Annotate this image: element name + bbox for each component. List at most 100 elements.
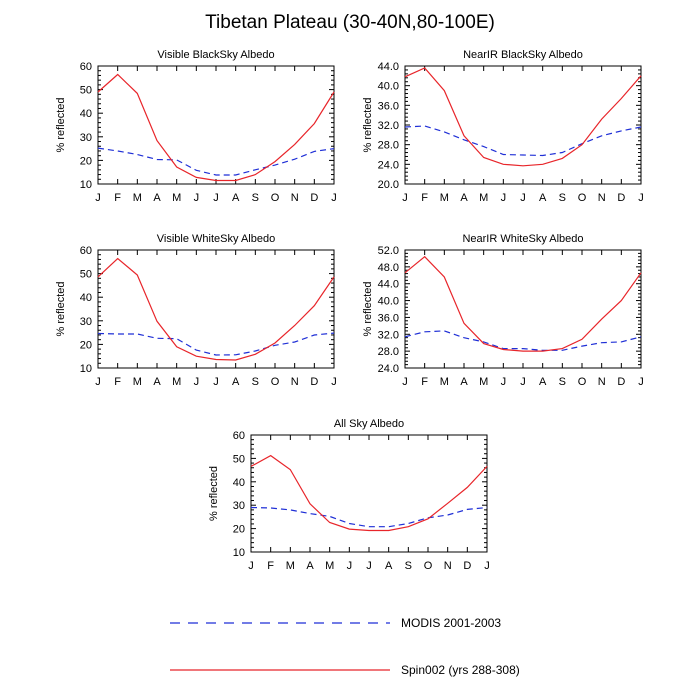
y-tick-label: 44.0	[378, 61, 399, 73]
y-tick-label: 32.0	[378, 329, 399, 341]
x-tick-label: M	[440, 192, 449, 204]
y-tick-label: 24.0	[378, 159, 399, 171]
y-tick-label: 30	[80, 132, 92, 144]
y-axis-label: % reflected	[208, 466, 220, 521]
x-tick-label: A	[153, 376, 161, 388]
x-tick-label: J	[95, 376, 101, 388]
x-tick-label: J	[501, 192, 507, 204]
x-tick-label: J	[366, 560, 372, 572]
x-tick-label: M	[172, 192, 181, 204]
x-tick-label: A	[232, 192, 240, 204]
y-tick-label: 28.0	[378, 140, 399, 152]
legend-label: MODIS 2001-2003	[401, 616, 501, 630]
x-tick-label: J	[402, 192, 408, 204]
y-tick-label: 48.0	[378, 262, 399, 274]
x-tick-label: O	[578, 192, 587, 204]
x-tick-label: J	[347, 560, 353, 572]
y-tick-label: 50	[233, 453, 245, 465]
x-tick-label: O	[578, 376, 587, 388]
x-tick-label: O	[271, 192, 280, 204]
y-tick-label: 36.0	[378, 312, 399, 324]
plot-frame	[97, 65, 335, 185]
x-tick-label: J	[213, 376, 219, 388]
x-tick-label: S	[405, 560, 412, 572]
y-tick-label: 36.0	[378, 100, 399, 112]
x-tick-label: A	[539, 192, 547, 204]
panel-title: All Sky Albedo	[334, 418, 404, 430]
x-tick-label: J	[520, 376, 526, 388]
series-line-modis	[97, 332, 335, 356]
x-tick-label: N	[598, 192, 606, 204]
panel-title: Visible BlackSky Albedo	[157, 49, 274, 61]
x-tick-label: F	[421, 192, 428, 204]
x-tick-label: J	[520, 192, 526, 204]
x-tick-label: F	[421, 376, 428, 388]
x-tick-label: M	[133, 192, 142, 204]
panel-title: Visible WhiteSky Albedo	[157, 233, 275, 245]
y-tick-label: 30	[80, 316, 92, 328]
x-tick-label: A	[460, 192, 468, 204]
y-tick-label: 52.0	[378, 245, 399, 257]
y-tick-label: 44.0	[378, 279, 399, 291]
x-tick-label: S	[252, 376, 259, 388]
y-tick-label: 24.0	[378, 363, 399, 375]
y-tick-label: 10	[80, 179, 92, 191]
series-line-modis	[97, 147, 335, 176]
series-line-modis	[404, 125, 642, 157]
x-tick-label: J	[95, 192, 101, 204]
series-line-spin002	[404, 67, 642, 167]
plot-frame	[250, 434, 488, 553]
x-tick-label: S	[559, 376, 566, 388]
y-axis-label: % reflected	[362, 97, 374, 152]
x-tick-label: J	[501, 376, 507, 388]
y-tick-label: 10	[233, 547, 245, 559]
x-tick-label: D	[617, 376, 625, 388]
x-tick-label: S	[559, 192, 566, 204]
x-tick-label: O	[271, 376, 280, 388]
x-tick-label: A	[539, 376, 547, 388]
x-tick-label: D	[310, 192, 318, 204]
x-tick-label: J	[248, 560, 254, 572]
y-tick-label: 40	[80, 292, 92, 304]
x-tick-label: J	[484, 560, 490, 572]
panel-title: NearIR WhiteSky Albedo	[462, 233, 583, 245]
x-tick-label: O	[424, 560, 433, 572]
series-line-spin002	[97, 73, 335, 182]
x-tick-label: A	[306, 560, 314, 572]
x-tick-label: J	[194, 192, 200, 204]
series-line-modis	[250, 506, 488, 528]
y-tick-label: 32.0	[378, 120, 399, 132]
x-tick-label: M	[325, 560, 334, 572]
x-tick-label: A	[385, 560, 393, 572]
panel-title: NearIR BlackSky Albedo	[463, 49, 583, 61]
y-tick-label: 40.0	[378, 81, 399, 93]
x-tick-label: M	[172, 376, 181, 388]
y-tick-label: 60	[80, 61, 92, 73]
y-tick-label: 50	[80, 85, 92, 97]
plot-frame	[404, 249, 642, 369]
x-tick-label: J	[331, 192, 337, 204]
x-tick-label: A	[460, 376, 468, 388]
x-tick-label: J	[638, 376, 644, 388]
y-tick-label: 20	[233, 524, 245, 536]
series-line-spin002	[97, 257, 335, 361]
series-line-spin002	[250, 454, 488, 532]
x-tick-label: J	[194, 376, 200, 388]
y-tick-label: 60	[233, 430, 245, 442]
y-tick-label: 40	[233, 477, 245, 489]
plot-frame	[97, 249, 335, 369]
x-tick-label: N	[291, 192, 299, 204]
x-tick-label: S	[252, 192, 259, 204]
x-tick-label: F	[114, 376, 121, 388]
y-axis-label: % reflected	[362, 281, 374, 336]
y-tick-label: 20.0	[378, 179, 399, 191]
y-tick-label: 20	[80, 155, 92, 167]
y-tick-label: 40	[80, 108, 92, 120]
x-tick-label: J	[331, 376, 337, 388]
y-tick-label: 60	[80, 245, 92, 257]
